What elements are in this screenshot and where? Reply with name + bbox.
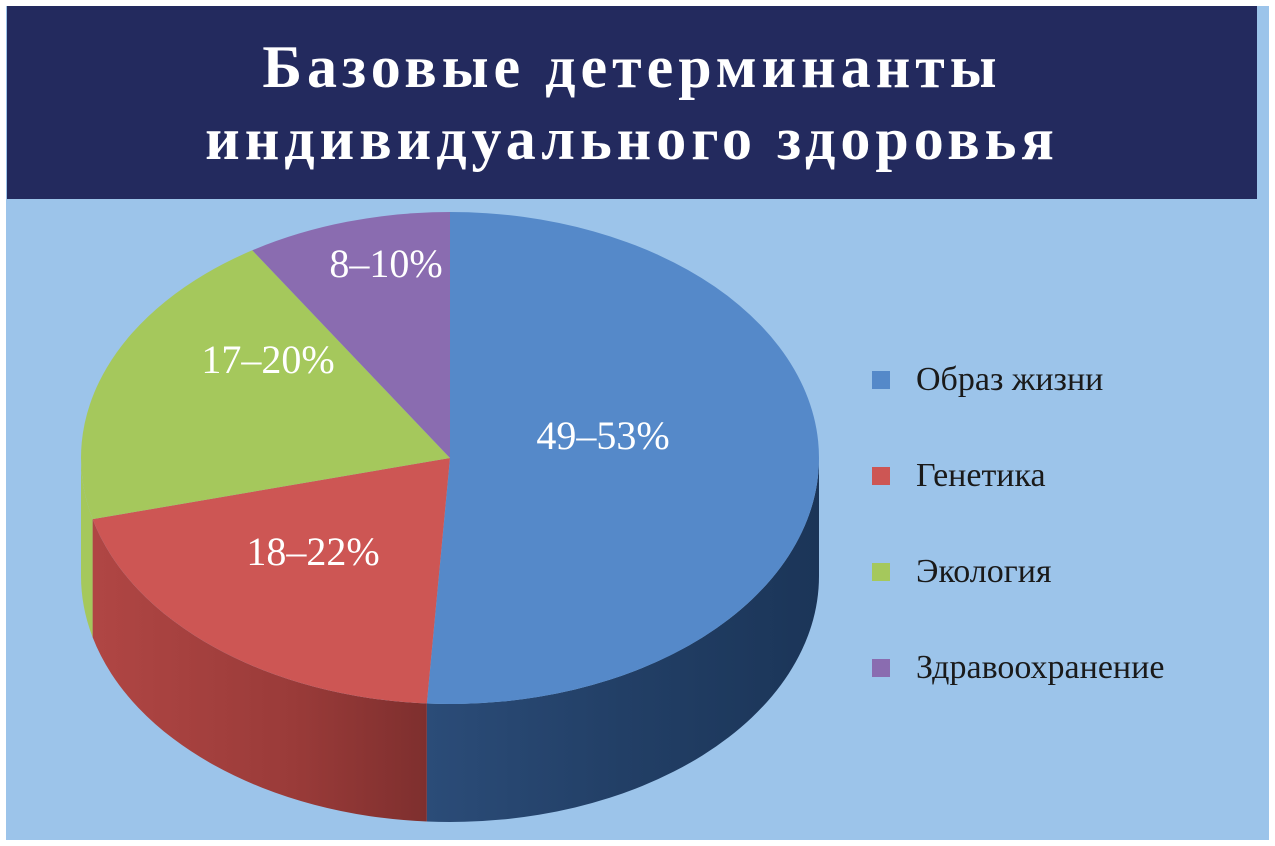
pie-slice-3: [252, 212, 450, 458]
pie-side-2: [81, 458, 93, 638]
pie-side-0: [426, 458, 819, 822]
legend-label: Экология: [916, 553, 1052, 590]
legend-swatch: [872, 563, 890, 581]
legend-item-2: Экология: [872, 552, 1052, 592]
pie-side-1: [92, 519, 427, 822]
pie-slice-2: [81, 250, 451, 520]
pie-slice-1: [92, 458, 451, 704]
legend-label: Здравоохранение: [916, 649, 1165, 686]
slice-label-0: 49–53%: [536, 413, 669, 458]
slice-label-3: 8–10%: [329, 241, 442, 286]
title-banner: Базовые детерминанты индивидуального здо…: [7, 6, 1257, 199]
chart-title-line-2: индивидуального здоровья: [205, 105, 1059, 172]
legend-label: Образ жизни: [916, 361, 1104, 398]
legend-label: Генетика: [916, 457, 1046, 494]
chart-title-line-1: Базовые детерминанты: [262, 33, 1002, 100]
legend-swatch: [872, 659, 890, 677]
legend-item-3: Здравоохранение: [872, 648, 1164, 688]
legend-item-0: Образ жизни: [872, 360, 1103, 400]
legend-swatch: [872, 371, 890, 389]
slice-label-1: 18–22%: [246, 529, 379, 574]
legend-item-1: Генетика: [872, 456, 1046, 496]
legend-swatch: [872, 467, 890, 485]
pie-slice-0: [426, 212, 819, 704]
slice-label-2: 17–20%: [201, 337, 334, 382]
